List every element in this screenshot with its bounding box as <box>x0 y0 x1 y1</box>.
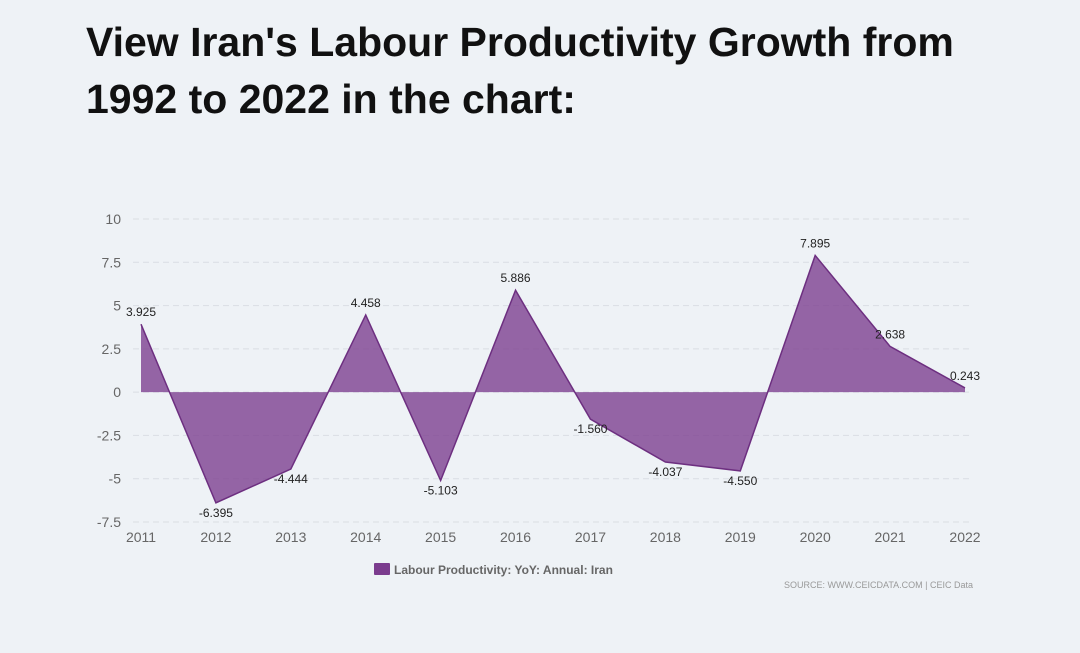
y-tick-label: 0 <box>113 384 121 400</box>
data-label: 4.458 <box>351 296 381 310</box>
y-tick-label: 10 <box>105 211 121 227</box>
page-title: View Iran's Labour Productivity Growth f… <box>86 19 954 122</box>
y-tick-label: -2.5 <box>97 427 121 443</box>
y-tick-label: -7.5 <box>97 514 121 530</box>
x-tick-label: 2012 <box>200 529 231 545</box>
y-tick-label: -5 <box>109 471 122 487</box>
legend-swatch[interactable] <box>374 563 390 575</box>
x-tick-label: 2022 <box>949 529 980 545</box>
x-axis-ticks: 2011 2012 2013 2014 2015 2016 2017 2018 2019 2020… <box>126 529 981 545</box>
x-tick-label: 2011 <box>126 529 156 545</box>
data-label: 5.886 <box>501 271 531 285</box>
legend-label[interactable]: Labour Productivity: YoY: Annual: Iran <box>394 563 613 577</box>
data-label: 3.925 <box>126 305 156 319</box>
data-point[interactable] <box>138 321 144 327</box>
data-label: -6.395 <box>199 506 233 520</box>
x-tick-label: 2019 <box>725 529 756 545</box>
y-axis-ticks: 10 7.5 5 2.5 0 -2.5 -5 -7.5 <box>97 211 121 530</box>
data-label: -1.560 <box>573 422 607 436</box>
data-label: 7.895 <box>800 236 830 250</box>
y-tick-label: 7.5 <box>102 254 122 270</box>
x-tick-label: 2021 <box>875 529 906 545</box>
data-point[interactable] <box>962 385 968 391</box>
x-tick-label: 2020 <box>800 529 831 545</box>
data-labels: 3.925 -6.395 -4.444 4.458 -5.103 5.886 -1.560 -… <box>126 236 980 519</box>
source-note: SOURCE: WWW.CEICDATA.COM | CEIC Data <box>784 580 973 590</box>
legend[interactable]: Labour Productivity: YoY: Annual: Iran <box>374 563 613 577</box>
x-tick-label: 2016 <box>500 529 531 545</box>
data-label: 2.638 <box>875 327 905 341</box>
data-point[interactable] <box>887 343 893 349</box>
x-tick-label: 2017 <box>575 529 606 545</box>
data-label: -5.103 <box>424 483 458 497</box>
data-label: -4.037 <box>648 465 682 479</box>
data-label: -4.444 <box>274 472 308 486</box>
data-point[interactable] <box>812 252 818 258</box>
area-fill <box>141 255 965 503</box>
y-tick-label: 5 <box>113 298 121 314</box>
x-tick-label: 2014 <box>350 529 381 545</box>
series-area <box>138 252 968 504</box>
x-tick-label: 2013 <box>275 529 306 545</box>
data-point[interactable] <box>363 312 369 318</box>
data-label: -4.550 <box>723 474 757 488</box>
series-line <box>140 253 966 504</box>
data-label: 0.243 <box>950 369 980 383</box>
y-tick-label: 2.5 <box>102 341 122 357</box>
data-point[interactable] <box>513 287 519 293</box>
x-tick-label: 2018 <box>650 529 681 545</box>
x-tick-label: 2015 <box>425 529 456 545</box>
